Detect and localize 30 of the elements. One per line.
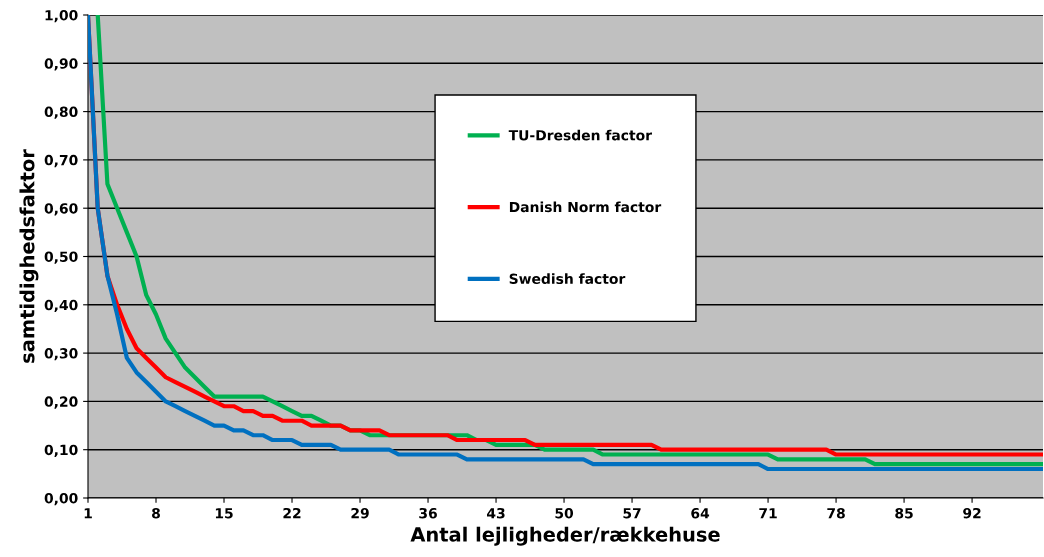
x-tick-label: 43: [487, 507, 505, 519]
x-tick-label: 29: [351, 507, 369, 519]
y-tick-label: 0,80: [44, 106, 78, 119]
x-tick-label: 8: [152, 507, 160, 519]
y-axis-title: samtidighedsfaktor: [19, 149, 39, 363]
y-tick-label: 0,30: [44, 348, 78, 361]
legend-label: Swedish factor: [509, 273, 626, 285]
x-tick-label: 78: [827, 507, 845, 519]
x-axis-title: Antal lejligheder/rækkehuse: [410, 526, 720, 546]
x-tick-label: 22: [283, 507, 301, 519]
y-tick-label: 1,00: [45, 9, 78, 23]
y-tick-label: 0,40: [44, 299, 78, 313]
x-tick-label: 15: [215, 508, 233, 519]
x-tick-label: 57: [623, 508, 641, 519]
legend-label: Danish Norm factor: [509, 201, 662, 213]
x-tick-label: 71: [759, 508, 777, 519]
y-tick-label: 0,90: [44, 58, 78, 71]
x-tick-label: 50: [555, 507, 574, 519]
y-tick-label: 0,70: [44, 154, 78, 168]
y-tick-label: 0,10: [44, 444, 78, 457]
x-tick-label: 36: [419, 507, 437, 519]
x-tick-label: 1: [84, 508, 92, 519]
y-tick-label: 0,00: [44, 492, 78, 506]
y-tick-label: 0,50: [44, 251, 78, 264]
x-tick-label: 64: [691, 507, 710, 519]
y-tick-label: 0,20: [44, 396, 78, 409]
y-tick-label: 0,60: [44, 203, 78, 216]
x-tick-label: 85: [895, 507, 913, 519]
legend-label: TU-Dresden factor: [508, 129, 652, 141]
x-tick-label: 92: [963, 507, 981, 519]
